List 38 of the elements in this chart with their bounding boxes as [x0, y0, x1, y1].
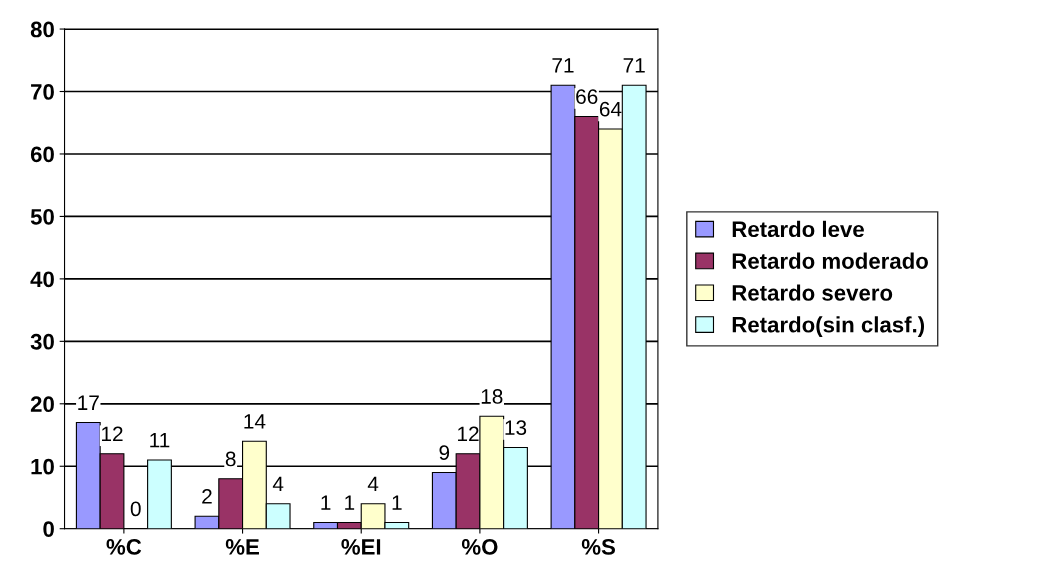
data-label: 11: [150, 433, 170, 448]
y-tick-label: 20: [30, 396, 54, 413]
data-label: 12: [102, 426, 123, 442]
x-tick-label: %EI: [341, 539, 381, 555]
legend-label: Retardo severo: [732, 284, 893, 301]
data-label: 18: [481, 389, 503, 404]
data-label: 4: [367, 476, 379, 492]
data-label: 66: [576, 89, 598, 105]
x-tick-label: %O: [461, 539, 498, 555]
data-label: 12: [458, 426, 479, 442]
x-tick-label: %E: [225, 539, 259, 555]
data-label: 9: [439, 445, 450, 461]
y-tick-label: 30: [30, 333, 54, 350]
y-tick-label: 0: [43, 521, 54, 537]
x-tick-label: %C: [106, 539, 142, 555]
data-label: 0: [130, 501, 141, 517]
y-tick-label: 80: [30, 21, 54, 38]
data-label: 1: [345, 495, 355, 510]
data-label: 2: [202, 489, 212, 504]
y-tick-label: 10: [31, 458, 54, 475]
y-tick-label: 60: [30, 146, 54, 163]
data-label: 71: [552, 58, 574, 73]
data-label: 4: [272, 476, 284, 492]
data-label: 1: [321, 495, 331, 510]
legend-label: Retardo leve: [732, 220, 864, 238]
x-tick-label: %S: [581, 539, 615, 555]
data-label: 1: [392, 495, 402, 510]
legend-label: Retardo(sin clasf.): [732, 316, 925, 337]
y-tick-label: 40: [30, 271, 54, 288]
y-tick-label: 70: [31, 84, 54, 100]
data-label: 13: [505, 420, 527, 436]
y-tick-label: 50: [30, 208, 54, 225]
data-label: 14: [244, 414, 266, 429]
data-label: 8: [225, 451, 236, 467]
data-label: 71: [623, 58, 645, 73]
data-label: 64: [599, 101, 622, 117]
legend-label: Retardo moderado: [732, 252, 928, 269]
data-label: 17: [78, 395, 99, 410]
